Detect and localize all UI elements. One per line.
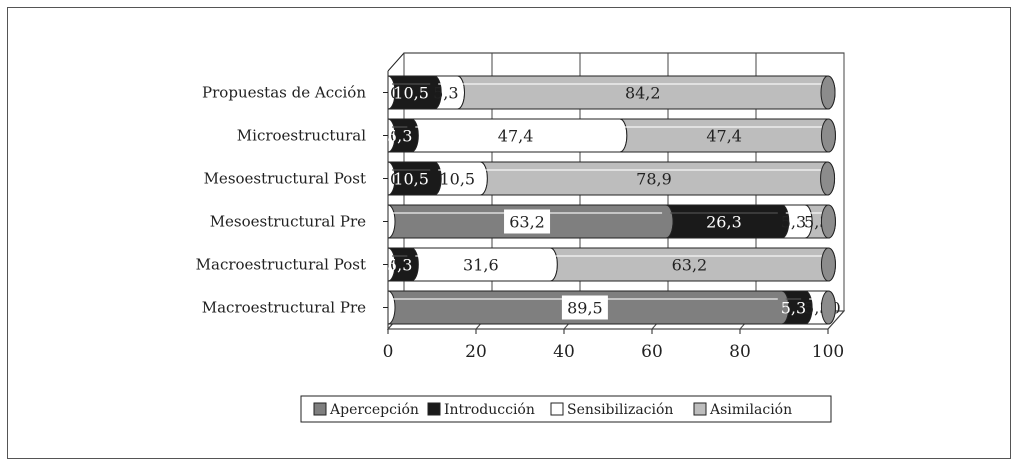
legend-box bbox=[300, 395, 832, 423]
category-label-microestructural: Microestructural bbox=[237, 127, 366, 145]
data-label: 47,4 bbox=[706, 127, 742, 146]
bar-end-cap bbox=[820, 247, 836, 282]
data-label: 89,5 bbox=[567, 299, 603, 318]
data-label: 5,3 bbox=[387, 127, 412, 146]
data-label: 47,4 bbox=[498, 127, 534, 146]
data-label: 10,5 bbox=[439, 170, 475, 189]
category-label-propuestas-de-accion: Propuestas de Acción bbox=[202, 84, 366, 102]
data-label: 5,3 bbox=[781, 213, 806, 232]
x-tick-label: 40 bbox=[553, 342, 575, 362]
bar-end-cap bbox=[820, 204, 836, 239]
figure-frame bbox=[7, 7, 1011, 459]
bar-end-cap bbox=[820, 118, 836, 153]
data-label: 5,3 bbox=[387, 256, 412, 275]
data-label: 10,5 bbox=[393, 84, 429, 103]
floor-gridline bbox=[827, 310, 845, 330]
legend-swatch-apercepcion bbox=[313, 402, 327, 416]
data-label: 63,2 bbox=[509, 213, 545, 232]
data-label: 78,9 bbox=[636, 170, 672, 189]
legend-swatch-asimilacion bbox=[693, 402, 707, 416]
data-label: 5,3 bbox=[781, 299, 806, 318]
data-label: 31,6 bbox=[463, 256, 499, 275]
bar-end-cap bbox=[820, 75, 836, 110]
legend-label-asimilacion: Asimilación bbox=[709, 402, 792, 418]
data-label: 5,3 bbox=[433, 84, 458, 103]
x-tick-label: 100 bbox=[812, 342, 844, 362]
bar-end-cap bbox=[820, 161, 836, 196]
legend-swatch-introduccion bbox=[427, 402, 441, 416]
bar-end-cap bbox=[820, 290, 836, 325]
data-label: 26,3 bbox=[706, 213, 742, 232]
legend-label-sensibilizacion: Sensibilización bbox=[567, 402, 673, 418]
wall-edge bbox=[387, 52, 405, 72]
data-label-bg bbox=[504, 209, 551, 234]
legend: Apercepción Introducción Sensibilización As… bbox=[300, 395, 832, 423]
data-label: 63,2 bbox=[672, 256, 708, 275]
data-label: 84,2 bbox=[625, 84, 661, 103]
x-tick-label: 60 bbox=[641, 342, 663, 362]
legend-label-introduccion: Introducción bbox=[444, 402, 535, 418]
x-tick-label: 0 bbox=[383, 342, 394, 362]
data-label-bg bbox=[561, 295, 608, 320]
category-label-mesoestructural-post: Mesoestructural Post bbox=[204, 170, 366, 188]
x-tick-label: 20 bbox=[465, 342, 487, 362]
x-tick-label: 80 bbox=[729, 342, 751, 362]
legend-label-apercepcion: Apercepción bbox=[329, 402, 419, 418]
category-label-macroestructural-post: Macroestructural Post bbox=[196, 256, 366, 274]
legend-swatch-sensibilizacion bbox=[550, 402, 564, 416]
category-label-macroestructural-pre: Macroestructural Pre bbox=[202, 299, 366, 317]
category-label-mesoestructural-pre: Mesoestructural Pre bbox=[210, 213, 366, 231]
data-label: 10,5 bbox=[393, 170, 429, 189]
